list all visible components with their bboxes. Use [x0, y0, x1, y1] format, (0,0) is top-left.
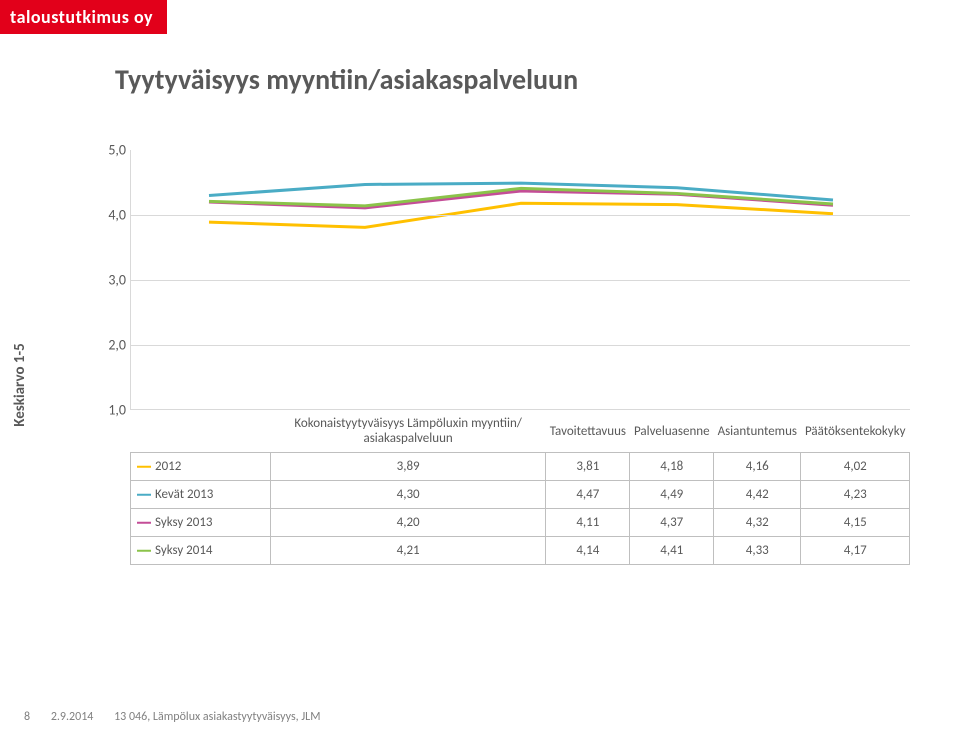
table-cell: 4,23: [801, 481, 910, 509]
brand-banner: taloustutkimus oy: [0, 0, 167, 34]
table-cell: 4,18: [630, 453, 714, 481]
table-row: Syksy 20144,214,144,414,334,17: [131, 537, 910, 565]
series-name-cell: Kevät 2013: [131, 481, 271, 509]
table-header-row: Kokonaistyytyväisyys Lämpöluxin myyntiin…: [131, 410, 910, 453]
table-cell: 4,32: [714, 509, 801, 537]
series-name-cell: 2012: [131, 453, 271, 481]
table-row: Kevät 20134,304,474,494,424,23: [131, 481, 910, 509]
table-body: 20123,893,814,184,164,02Kevät 20134,304,…: [131, 453, 910, 565]
table-column-header: Päätöksentekokyky: [801, 410, 910, 453]
table-cell: 3,81: [546, 453, 630, 481]
table-cell: 4,02: [801, 453, 910, 481]
series-swatch: [137, 549, 151, 552]
y-tick-label: 1,0: [91, 402, 126, 419]
table-column-header: Asiantuntemus: [714, 410, 801, 453]
table-cell: 4,42: [714, 481, 801, 509]
footer-ref: 13 046, Lämpölux asiakastyytyväisyys, JL…: [114, 710, 320, 724]
y-axis-label: Keskiarvo 1-5: [11, 343, 29, 426]
chart-container: Keskiarvo 1-5 5,04,03,02,01,0 Kokonaisty…: [60, 150, 910, 620]
table-row: 20123,893,814,184,164,02: [131, 453, 910, 481]
table-cell: 4,16: [714, 453, 801, 481]
table-cell: 4,20: [271, 509, 546, 537]
gridline: [131, 280, 910, 281]
y-tick-label: 4,0: [91, 207, 126, 224]
table-cell: 4,41: [630, 537, 714, 565]
table-column-header: Palveluasenne: [630, 410, 714, 453]
table-cell: 3,89: [271, 453, 546, 481]
series-name-cell: Syksy 2014: [131, 537, 271, 565]
table-corner: [131, 410, 271, 453]
table-row: Syksy 20134,204,114,374,324,15: [131, 509, 910, 537]
gridline: [131, 345, 910, 346]
table-cell: 4,17: [801, 537, 910, 565]
table-cell: 4,14: [546, 537, 630, 565]
table-column-header: Tavoitettavuus: [546, 410, 630, 453]
series-name-cell: Syksy 2013: [131, 509, 271, 537]
table-cell: 4,33: [714, 537, 801, 565]
series-swatch: [137, 465, 151, 468]
footer: 8 2.9.2014 13 046, Lämpölux asiakastyyty…: [24, 710, 339, 724]
table-cell: 4,11: [546, 509, 630, 537]
page-title: Tyytyväisyys myyntiin/asiakaspalveluun: [115, 62, 578, 97]
footer-date: 2.9.2014: [51, 710, 94, 724]
table-cell: 4,37: [630, 509, 714, 537]
table-cell: 4,30: [271, 481, 546, 509]
table-cell: 4,15: [801, 509, 910, 537]
table-cell: 4,47: [546, 481, 630, 509]
gridline: [131, 215, 910, 216]
plot-area: 5,04,03,02,01,0: [130, 150, 910, 410]
legend-data-table: Kokonaistyytyväisyys Lämpöluxin myyntiin…: [130, 410, 910, 565]
table-cell: 4,21: [271, 537, 546, 565]
footer-page: 8: [24, 710, 30, 724]
table-column-header: Kokonaistyytyväisyys Lämpöluxin myyntiin…: [271, 410, 546, 453]
series-swatch: [137, 493, 151, 496]
y-tick-label: 2,0: [91, 337, 126, 354]
series-swatch: [137, 521, 151, 524]
table-cell: 4,49: [630, 481, 714, 509]
y-tick-label: 5,0: [91, 142, 126, 159]
y-tick-label: 3,0: [91, 272, 126, 289]
